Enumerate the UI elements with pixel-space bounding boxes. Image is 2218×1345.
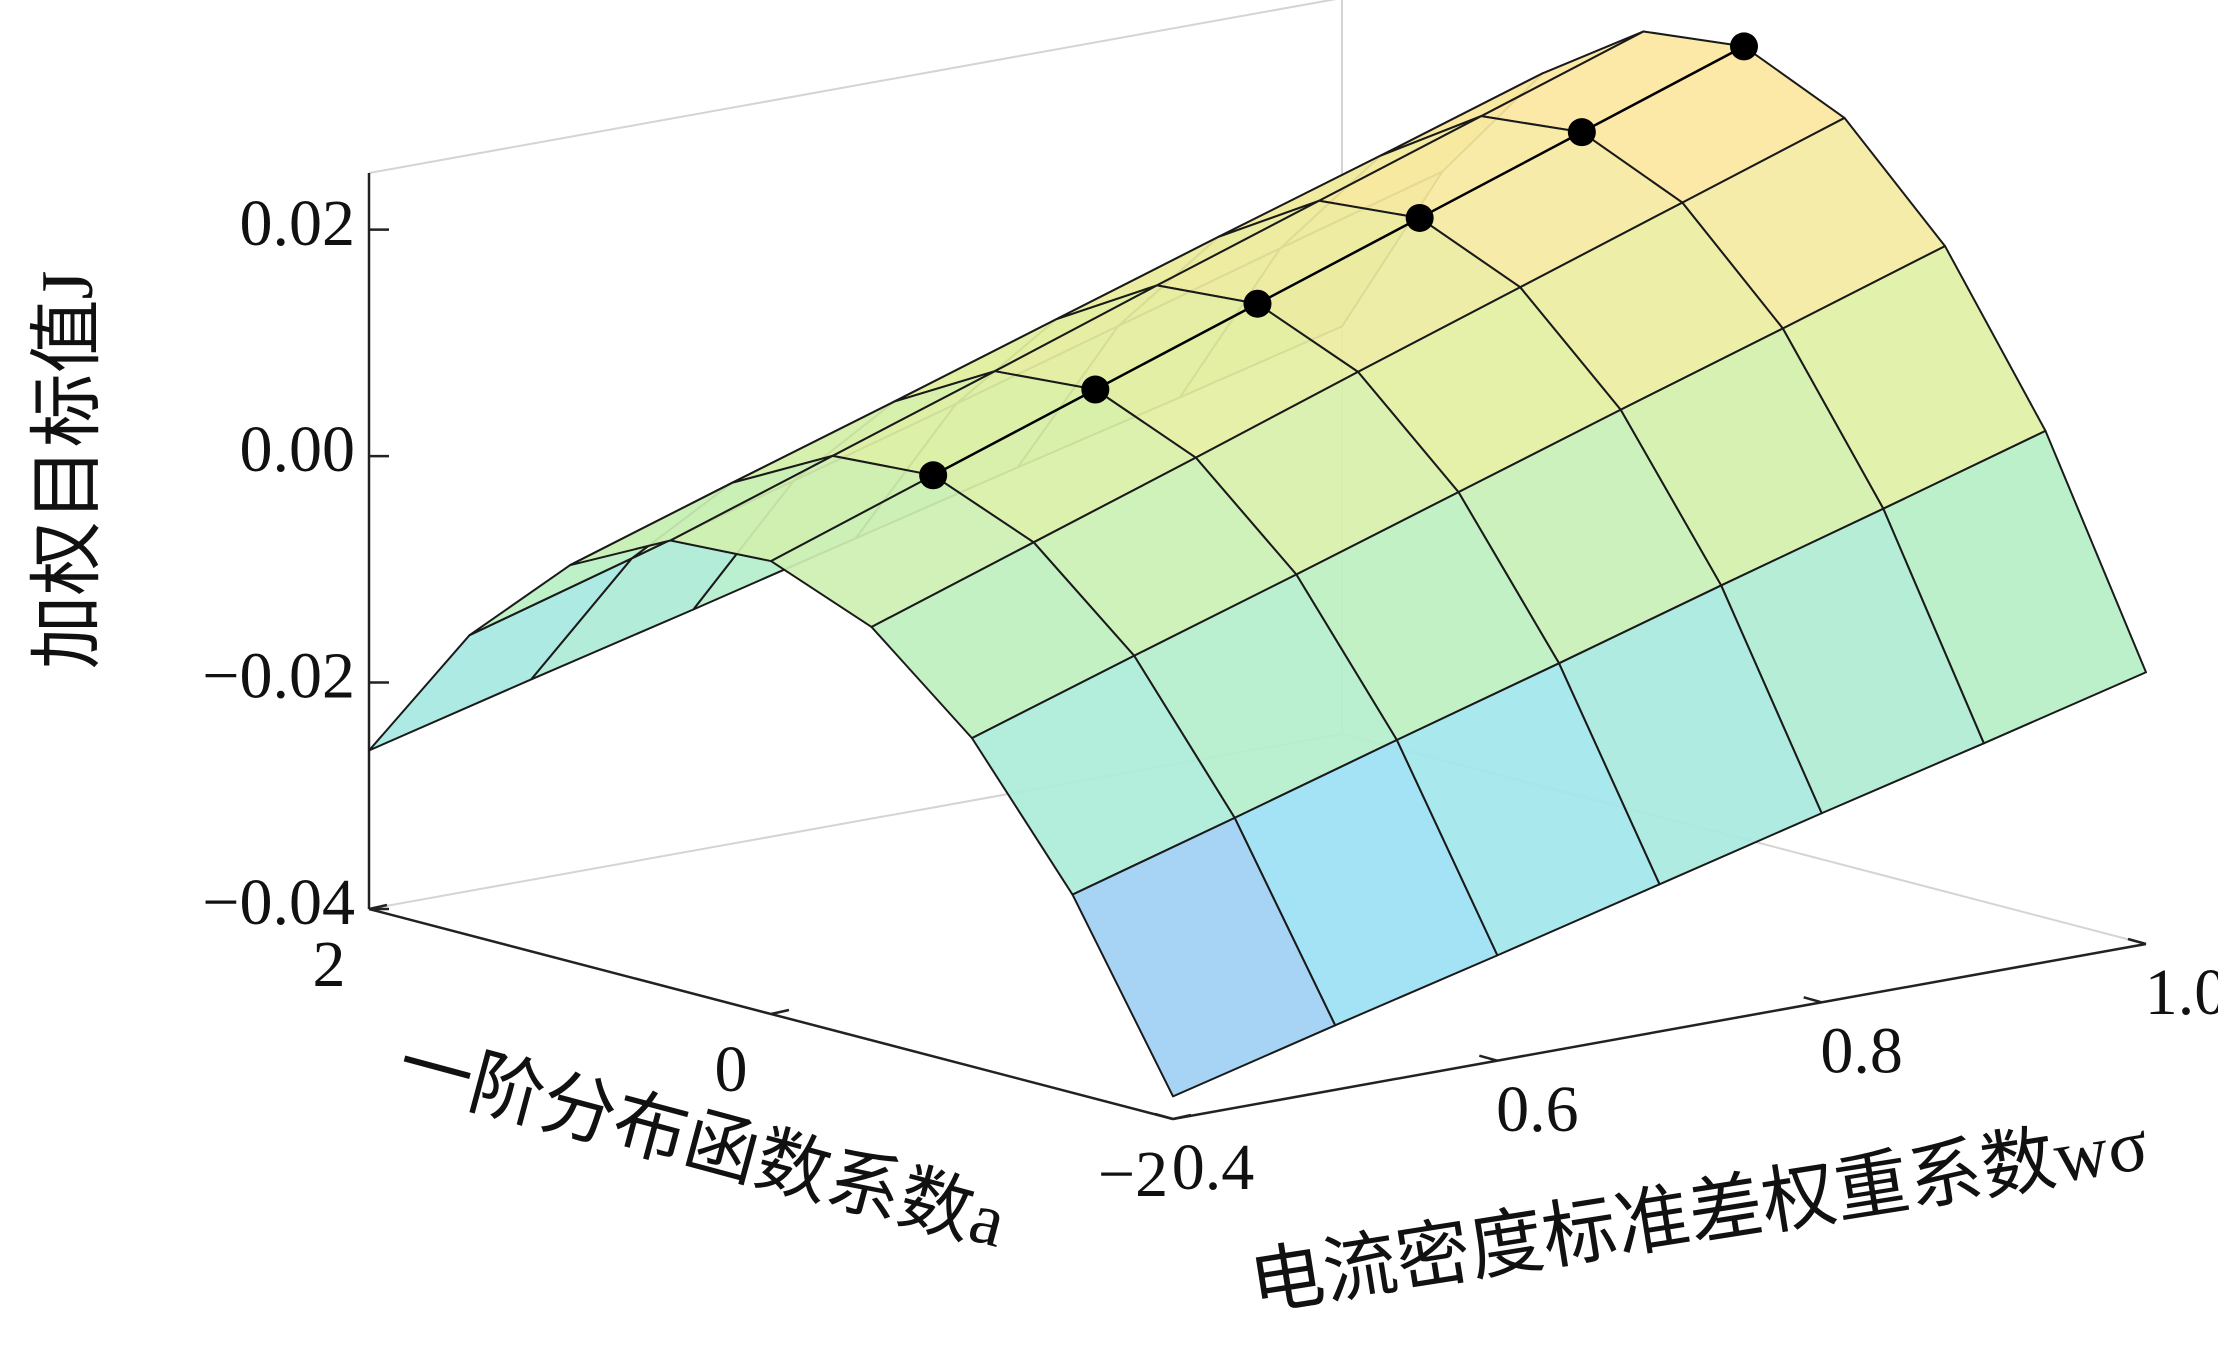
y-tick: [1154, 1112, 1174, 1121]
z-axis-title: 加权目标值J: [27, 271, 109, 670]
surface-patch: [368, 557, 633, 752]
z-tick-label: 0.00: [240, 413, 356, 486]
marker: [1243, 289, 1272, 318]
y-tick-label: 1.0: [2145, 956, 2218, 1029]
x-tick: [368, 903, 388, 911]
x-axis-title: 一阶分布函数系数a: [389, 1023, 1014, 1264]
marker: [1405, 203, 1434, 232]
surface-patch: [1071, 816, 1337, 1098]
z-tick-label: −0.04: [202, 866, 355, 939]
z-tick-label: 0.02: [240, 187, 356, 260]
x-tick: [1172, 1113, 1192, 1121]
marker-line: [932, 45, 1745, 477]
marker: [1730, 32, 1758, 61]
y-axis: [1172, 942, 2147, 1121]
z-tick-label: −0.02: [202, 640, 355, 713]
y-tick: [1803, 996, 1823, 1004]
x-tick-label: 2: [313, 928, 346, 1001]
y-tick: [1478, 1054, 1498, 1062]
y-tick: [2127, 937, 2147, 946]
marker: [1567, 118, 1596, 147]
y-axis-title: 电流密度标准差权重系数wσ: [1244, 1104, 2153, 1327]
x-tick: [770, 1008, 790, 1016]
y-tick-label: 0.8: [1820, 1014, 1903, 1087]
marker: [919, 461, 948, 490]
marker: [1081, 375, 1110, 404]
x-tick-label: 0: [715, 1033, 748, 1106]
x-tick-label: −2: [1098, 1138, 1168, 1211]
box-edge: [368, 0, 1337, 174]
y-tick-label: 0.6: [1496, 1073, 1579, 1146]
y-tick-label: 0.4: [1172, 1131, 1255, 1204]
